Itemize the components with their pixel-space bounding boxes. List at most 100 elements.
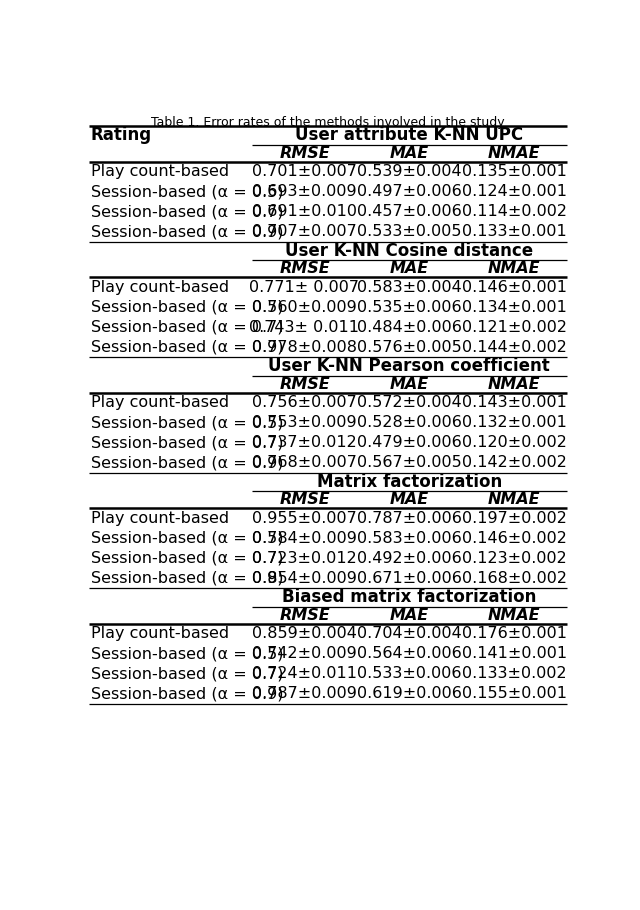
Text: RMSE: RMSE <box>279 492 330 507</box>
Text: Biased matrix factorization: Biased matrix factorization <box>282 589 536 606</box>
Text: Session-based (α = 0.5): Session-based (α = 0.5) <box>91 184 284 199</box>
Text: MAE: MAE <box>390 492 429 507</box>
Text: 0.784±0.009: 0.784±0.009 <box>252 531 357 546</box>
Text: 0.704±0.004: 0.704±0.004 <box>357 626 461 641</box>
Text: 0.133±0.002: 0.133±0.002 <box>462 666 566 681</box>
Text: 0.132±0.001: 0.132±0.001 <box>462 415 566 430</box>
Text: 0.134±0.001: 0.134±0.001 <box>462 299 566 315</box>
Text: 0.723±0.012: 0.723±0.012 <box>252 551 357 566</box>
Text: NMAE: NMAE <box>488 608 541 622</box>
Text: 0.778±0.008: 0.778±0.008 <box>252 339 357 355</box>
Text: 0.724±0.011: 0.724±0.011 <box>252 666 357 681</box>
Text: NMAE: NMAE <box>488 377 541 391</box>
Text: 0.737±0.012: 0.737±0.012 <box>252 435 357 450</box>
Text: 0.787±0.006: 0.787±0.006 <box>357 511 462 526</box>
Text: 0.124±0.001: 0.124±0.001 <box>461 184 567 199</box>
Text: User K-NN Cosine distance: User K-NN Cosine distance <box>285 242 533 260</box>
Text: NMAE: NMAE <box>488 261 541 276</box>
Text: 0.535±0.006: 0.535±0.006 <box>357 299 461 315</box>
Text: 0.146±0.001: 0.146±0.001 <box>461 279 567 295</box>
Text: 0.533±0.005: 0.533±0.005 <box>357 224 461 239</box>
Text: MAE: MAE <box>390 377 429 391</box>
Text: Session-based (α = 0.9): Session-based (α = 0.9) <box>91 455 284 470</box>
Text: 0.120±0.002: 0.120±0.002 <box>462 435 566 450</box>
Text: 0.492±0.006: 0.492±0.006 <box>357 551 461 566</box>
Text: 0.533±0.006: 0.533±0.006 <box>357 666 461 681</box>
Text: Session-based (α = 0.7): Session-based (α = 0.7) <box>91 319 284 335</box>
Text: Session-based (α = 0.7): Session-based (α = 0.7) <box>91 666 284 681</box>
Text: 0.155±0.001: 0.155±0.001 <box>461 686 567 701</box>
Text: Session-based (α = 0.9): Session-based (α = 0.9) <box>91 571 284 586</box>
Text: RMSE: RMSE <box>279 261 330 276</box>
Text: 0.567±0.005: 0.567±0.005 <box>357 455 461 470</box>
Text: 0.457±0.006: 0.457±0.006 <box>357 204 461 219</box>
Text: 0.707±0.007: 0.707±0.007 <box>252 224 357 239</box>
Text: 0.135±0.001: 0.135±0.001 <box>462 164 566 179</box>
Text: 0.671±0.006: 0.671±0.006 <box>357 571 462 586</box>
Text: Session-based (α = 0.5): Session-based (α = 0.5) <box>91 415 284 430</box>
Text: 0.143±0.001: 0.143±0.001 <box>462 395 566 410</box>
Text: 0.572±0.004: 0.572±0.004 <box>357 395 461 410</box>
Text: 0.197±0.002: 0.197±0.002 <box>462 511 566 526</box>
Text: 0.693±0.009: 0.693±0.009 <box>252 184 357 199</box>
Text: 0.854±0.009: 0.854±0.009 <box>252 571 357 586</box>
Text: Play count-based: Play count-based <box>91 626 229 641</box>
Text: MAE: MAE <box>390 261 429 276</box>
Text: RMSE: RMSE <box>279 146 330 160</box>
Text: Session-based (α = 0.5): Session-based (α = 0.5) <box>91 531 284 546</box>
Text: 0.583±0.006: 0.583±0.006 <box>357 531 461 546</box>
Text: 0.123±0.002: 0.123±0.002 <box>462 551 566 566</box>
Text: 0.121±0.002: 0.121±0.002 <box>461 319 567 335</box>
Text: Session-based (α = 0.9): Session-based (α = 0.9) <box>91 224 284 239</box>
Text: 0.141±0.001: 0.141±0.001 <box>461 646 567 661</box>
Text: 0.564±0.006: 0.564±0.006 <box>357 646 461 661</box>
Text: 0.787±0.009: 0.787±0.009 <box>252 686 357 701</box>
Text: Session-based (α = 0.7): Session-based (α = 0.7) <box>91 551 284 566</box>
Text: 0.133±0.001: 0.133±0.001 <box>462 224 566 239</box>
Text: 0.576±0.005: 0.576±0.005 <box>357 339 461 355</box>
Text: User K-NN Pearson coefficient: User K-NN Pearson coefficient <box>269 358 550 376</box>
Text: 0.859±0.004: 0.859±0.004 <box>252 626 357 641</box>
Text: 0.176±0.001: 0.176±0.001 <box>461 626 567 641</box>
Text: NMAE: NMAE <box>488 146 541 160</box>
Text: Play count-based: Play count-based <box>91 395 229 410</box>
Text: 0.955±0.007: 0.955±0.007 <box>252 511 357 526</box>
Text: Play count-based: Play count-based <box>91 279 229 295</box>
Text: 0.539±0.004: 0.539±0.004 <box>357 164 461 179</box>
Text: Matrix factorization: Matrix factorization <box>317 473 502 490</box>
Text: Play count-based: Play count-based <box>91 164 229 179</box>
Text: Session-based (α = 0.5): Session-based (α = 0.5) <box>91 299 284 315</box>
Text: RMSE: RMSE <box>279 608 330 622</box>
Text: 0.168±0.002: 0.168±0.002 <box>461 571 567 586</box>
Text: Session-based (α = 0.9): Session-based (α = 0.9) <box>91 339 284 355</box>
Text: 0.479±0.006: 0.479±0.006 <box>357 435 461 450</box>
Text: Session-based (α = 0.7): Session-based (α = 0.7) <box>91 204 284 219</box>
Text: 0.742±0.009: 0.742±0.009 <box>252 646 357 661</box>
Text: 0.768±0.007: 0.768±0.007 <box>252 455 357 470</box>
Text: MAE: MAE <box>390 608 429 622</box>
Text: 0.146±0.002: 0.146±0.002 <box>462 531 566 546</box>
Text: 0.497±0.006: 0.497±0.006 <box>357 184 461 199</box>
Text: 0.760±0.009: 0.760±0.009 <box>252 299 357 315</box>
Text: 0.144±0.002: 0.144±0.002 <box>462 339 566 355</box>
Text: 0.114±0.002: 0.114±0.002 <box>461 204 567 219</box>
Text: 0.701±0.007: 0.701±0.007 <box>252 164 357 179</box>
Text: RMSE: RMSE <box>279 377 330 391</box>
Text: 0.142±0.002: 0.142±0.002 <box>462 455 566 470</box>
Text: User attribute K-NN UPC: User attribute K-NN UPC <box>295 126 524 145</box>
Text: 0.756±0.007: 0.756±0.007 <box>252 395 357 410</box>
Text: Session-based (α = 0.7): Session-based (α = 0.7) <box>91 435 284 450</box>
Text: Rating: Rating <box>91 126 152 145</box>
Text: 0.771± 0.007: 0.771± 0.007 <box>250 279 360 295</box>
Text: 0.484±0.006: 0.484±0.006 <box>357 319 462 335</box>
Text: 0.743± 0.011: 0.743± 0.011 <box>250 319 360 335</box>
Text: 0.753±0.009: 0.753±0.009 <box>252 415 357 430</box>
Text: MAE: MAE <box>390 146 429 160</box>
Text: Play count-based: Play count-based <box>91 511 229 526</box>
Text: Table 1. Error rates of the methods involved in the study: Table 1. Error rates of the methods invo… <box>151 116 505 129</box>
Text: 0.691±0.010: 0.691±0.010 <box>252 204 357 219</box>
Text: 0.583±0.004: 0.583±0.004 <box>357 279 461 295</box>
Text: 0.619±0.006: 0.619±0.006 <box>357 686 462 701</box>
Text: Session-based (α = 0.9): Session-based (α = 0.9) <box>91 686 284 701</box>
Text: 0.528±0.006: 0.528±0.006 <box>357 415 462 430</box>
